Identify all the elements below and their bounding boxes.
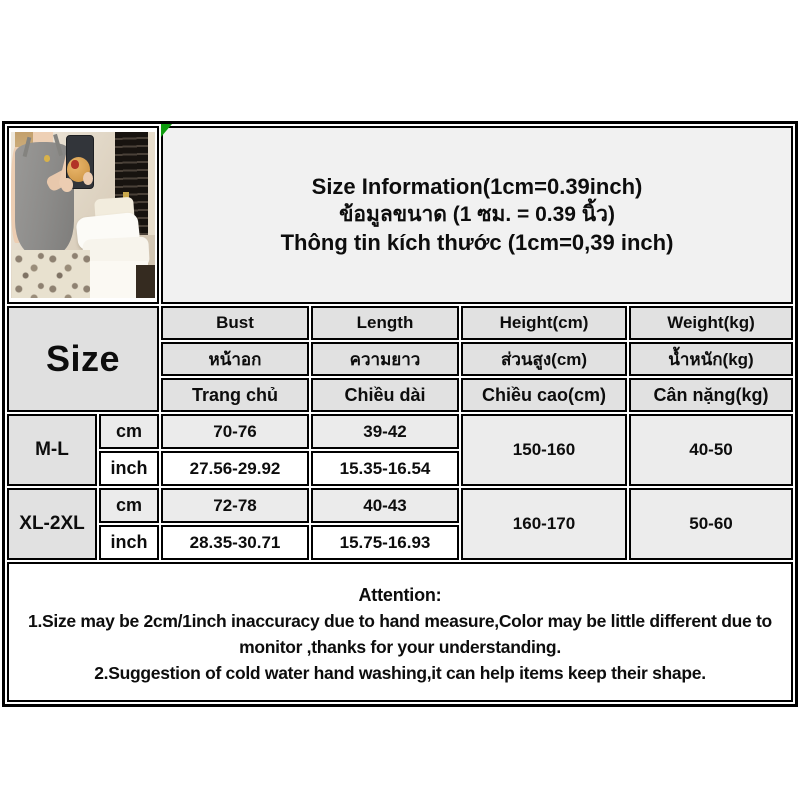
photo-floor [136,264,155,298]
title-cell: Size Information(1cm=0.39inch) ข้อมูลขนา… [161,126,793,304]
photo-wall-edge [147,132,155,235]
column-header-height-en: Height(cm) [461,306,627,340]
photo-necklace-pendant [44,155,50,162]
ml-bust-cm: 70-76 [161,414,309,449]
column-header-length-vi: Chiều dài [311,378,459,412]
photo-floral-pants [12,249,91,298]
photo-plush-toy-nose [71,160,79,169]
column-header-weight-th: น้ำหนัก(kg) [629,342,793,376]
title-thai: ข้อมูลขนาด (1 ซม. = 0.39 นิ้ว) [339,203,615,226]
xl-bust-inch: 28.35-30.71 [161,525,309,560]
table-row: M-L cm 70-76 39-42 150-160 40-50 [7,414,793,486]
table-row: inch 27.56-29.92 15.35-16.54 [7,451,793,486]
unit-inch: inch [99,525,159,560]
attention-heading: Attention: [358,584,442,605]
unit-cm: cm [99,414,159,449]
column-header-bust-vi: Trang chủ [161,378,309,412]
column-header-length-th: ความยาว [311,342,459,376]
column-header-length-en: Length [311,306,459,340]
xl-length-inch: 15.75-16.93 [311,525,459,560]
column-header-height-vi: Chiều cao(cm) [461,378,627,412]
photo-hand [61,178,73,192]
column-header-bust-en: Bust [161,306,309,340]
table-row: inch 28.35-30.71 15.75-16.93 [7,525,793,560]
product-photo-cell [7,126,159,304]
green-corner-marker-icon [161,124,172,137]
xl-bust-cm: 72-78 [161,488,309,523]
column-header-bust-th: หน้าอก [161,342,309,376]
xl-length-cm: 40-43 [311,488,459,523]
ml-weight: 40-50 [629,414,793,486]
ml-height: 150-160 [461,414,627,486]
ml-length-cm: 39-42 [311,414,459,449]
ml-length-inch: 15.35-16.54 [311,451,459,486]
attention-section: Attention: 1.Size may be 2cm/1inch inacc… [7,562,793,702]
photo-hand [83,171,94,186]
size-chart-table: Size Information(1cm=0.39inch) ข้อมูลขนา… [2,121,798,707]
table-row: XL-2XL cm 72-78 40-43 160-170 50-60 [7,488,793,560]
product-photo [11,132,155,298]
unit-cm: cm [99,488,159,523]
ml-bust-inch: 27.56-29.92 [161,451,309,486]
xl-height: 160-170 [461,488,627,560]
column-header-height-th: ส่วนสูง(cm) [461,342,627,376]
title-english: Size Information(1cm=0.39inch) [311,174,643,199]
column-header-weight-en: Weight(kg) [629,306,793,340]
title-vietnamese: Thông tin kích thước (1cm=0,39 inch) [280,230,674,255]
column-header-weight-vi: Cân nặng(kg) [629,378,793,412]
size-corner-header: Size [7,306,159,412]
size-label-ml: M-L [7,414,97,486]
unit-inch: inch [99,451,159,486]
attention-note-1: 1.Size may be 2cm/1inch inaccuracy due t… [28,610,772,657]
size-label-xl2xl: XL-2XL [7,488,97,560]
attention-note-2: 2.Suggestion of cold water hand washing,… [94,662,706,683]
xl-weight: 50-60 [629,488,793,560]
